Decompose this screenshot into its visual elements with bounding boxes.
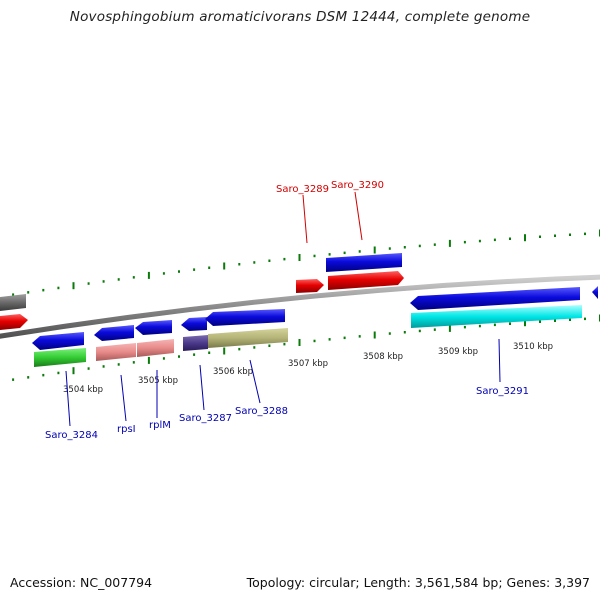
gene-label-saro-3289[interactable]: Saro_3289 [276, 184, 329, 195]
gene-label-saro-3284[interactable]: Saro_3284 [45, 430, 98, 441]
genome-summary-text: Topology: circular; Length: 3,561,584 bp… [246, 575, 590, 590]
gene-labels: Saro_3284 rpsI rplM Saro_3287 Saro_3288 … [45, 180, 529, 441]
kbp-label: 3510 kbp [513, 342, 553, 352]
gene-label-rplM[interactable]: rplM [149, 420, 171, 431]
outer-tick-track [12, 229, 600, 296]
gene-label-saro-3291[interactable]: Saro_3291 [476, 386, 529, 397]
kbp-label: 3505 kbp [138, 376, 178, 386]
gene-arrow-saro-3284[interactable] [34, 348, 86, 367]
accession-text: Accession: NC_007794 [10, 575, 153, 590]
genome-title: Novosphingobium aromaticivorans DSM 1244… [69, 9, 531, 25]
leader-line-saro-3290 [354, 191, 363, 241]
gene-arrow-saro-3290[interactable] [328, 271, 404, 290]
kbp-axis: 3504 kbp 3505 kbp 3506 kbp 3507 kbp 3508… [63, 342, 553, 395]
gene-arrow-saro-3290-blue[interactable] [326, 253, 402, 272]
gene-label-rpsI[interactable]: rpsI [117, 424, 136, 435]
gene-arrow-rpsI[interactable] [96, 343, 136, 361]
kbp-label: 3506 kbp [213, 367, 253, 377]
gene-arrow-saro-3284-blue[interactable] [32, 332, 84, 350]
forward-strand-genes [0, 253, 598, 330]
leader-line-saro-3289 [302, 194, 308, 244]
kbp-label: 3507 kbp [288, 359, 328, 369]
gene-arrow-saro-3288[interactable] [208, 328, 288, 348]
gene-label-saro-3287[interactable]: Saro_3287 [179, 413, 232, 424]
inner-tick-track [12, 314, 600, 381]
gene-arrow-saro-3287-blue[interactable] [181, 317, 207, 331]
leader-line-saro-3291 [498, 338, 501, 383]
genome-backbone [0, 274, 600, 339]
gene-label-saro-3290[interactable]: Saro_3290 [331, 180, 384, 191]
leader-line-saro-3288 [249, 359, 261, 404]
gene-arrow-saro-3291[interactable] [411, 305, 582, 328]
kbp-label: 3509 kbp [438, 347, 478, 357]
gene-arrow-gray[interactable] [0, 294, 26, 311]
kbp-label: 3508 kbp [363, 352, 403, 362]
leader-line-saro-3284 [65, 370, 71, 427]
gene-arrow-saro-3288-blue[interactable] [205, 309, 285, 326]
gene-arrow-saro-3289[interactable] [296, 279, 324, 293]
leader-line-rpsI [120, 374, 127, 422]
gene-arrow-rplM-blue[interactable] [135, 320, 172, 335]
gene-arrow-rpsI-blue[interactable] [94, 325, 134, 341]
gene-arrow-saro-3287[interactable] [183, 335, 208, 351]
leader-line-saro-3287 [199, 364, 205, 411]
gene-arrow-blue-right[interactable] [592, 286, 598, 299]
kbp-label: 3504 kbp [63, 385, 103, 395]
gene-label-saro-3288[interactable]: Saro_3288 [235, 406, 288, 417]
reverse-strand-genes [32, 287, 582, 367]
gene-arrow-saro-3291-blue[interactable] [410, 287, 580, 310]
gene-arrow-rplM[interactable] [137, 339, 174, 357]
gene-arrow-red-left[interactable] [0, 314, 28, 330]
